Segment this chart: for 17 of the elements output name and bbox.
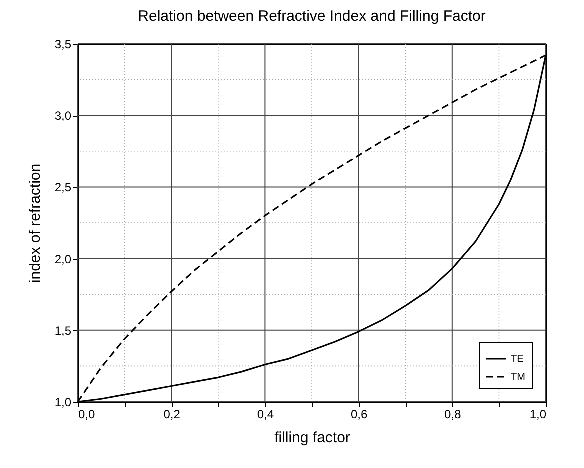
x-tick-label: 0,2 xyxy=(164,408,181,422)
x-tick-label: 0,4 xyxy=(257,408,274,422)
y-tick-label: 1,0 xyxy=(54,396,72,410)
x-tick-label: 0,8 xyxy=(444,408,462,422)
chart-title: Relation between Refractive Index and Filling Factor xyxy=(138,8,486,25)
x-tick-label: 1,0 xyxy=(530,408,547,422)
legend-label: TE xyxy=(511,354,524,365)
y-tick-label: 3,5 xyxy=(54,38,72,52)
y-axis-title: index of refraction xyxy=(26,164,44,284)
x-tick-label: 0,0 xyxy=(78,408,96,422)
x-tick-label: 0,6 xyxy=(350,408,368,422)
y-tick-label: 2,5 xyxy=(54,180,72,195)
y-tick-label: 3,0 xyxy=(54,109,72,124)
x-axis-title: filling factor xyxy=(274,430,350,446)
y-tick-label: 1,5 xyxy=(54,324,72,338)
y-tick-label: 2,0 xyxy=(54,252,72,266)
legend-label: TM xyxy=(511,372,526,383)
